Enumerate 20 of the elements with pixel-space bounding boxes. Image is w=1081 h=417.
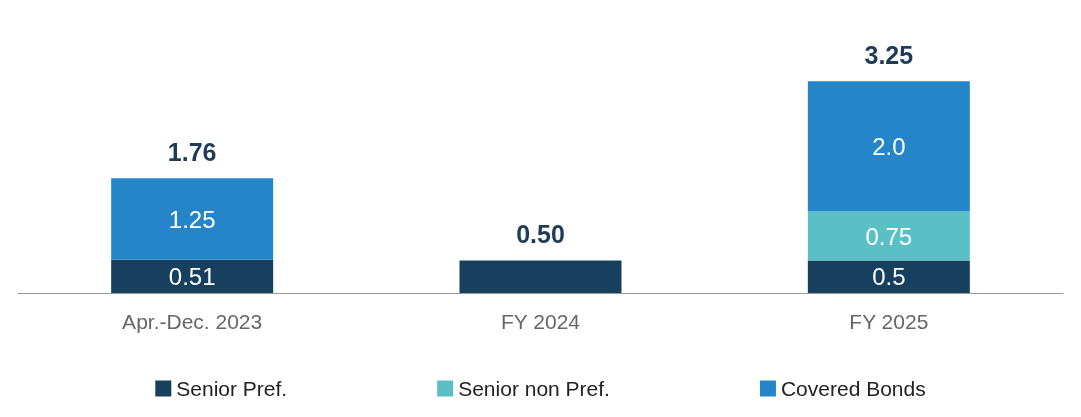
bar <box>807 81 970 212</box>
data-label: 0.75 <box>865 222 913 250</box>
x-tick-label: FY 2024 <box>500 310 581 333</box>
total-label: 3.25 <box>864 40 914 69</box>
data-label: 0.51 <box>168 262 216 290</box>
total-label: 0.50 <box>516 219 565 248</box>
bar <box>807 260 970 293</box>
bar <box>807 211 970 261</box>
total-label: 1.76 <box>167 137 217 166</box>
x-tick-label: Apr.-Dec. 2023 <box>122 310 263 333</box>
data-label: 1.25 <box>168 205 216 233</box>
x-tick-label: FY 2025 <box>849 310 929 333</box>
bar <box>111 259 274 293</box>
legend-label: Covered Bonds <box>780 377 926 400</box>
data-label: 2.0 <box>872 132 906 160</box>
data-label: 0.5 <box>872 263 906 291</box>
bar <box>459 260 622 293</box>
bar <box>111 178 274 260</box>
legend-label: Senior non Pref. <box>458 377 610 400</box>
legend-label: Senior Pref. <box>176 377 288 400</box>
